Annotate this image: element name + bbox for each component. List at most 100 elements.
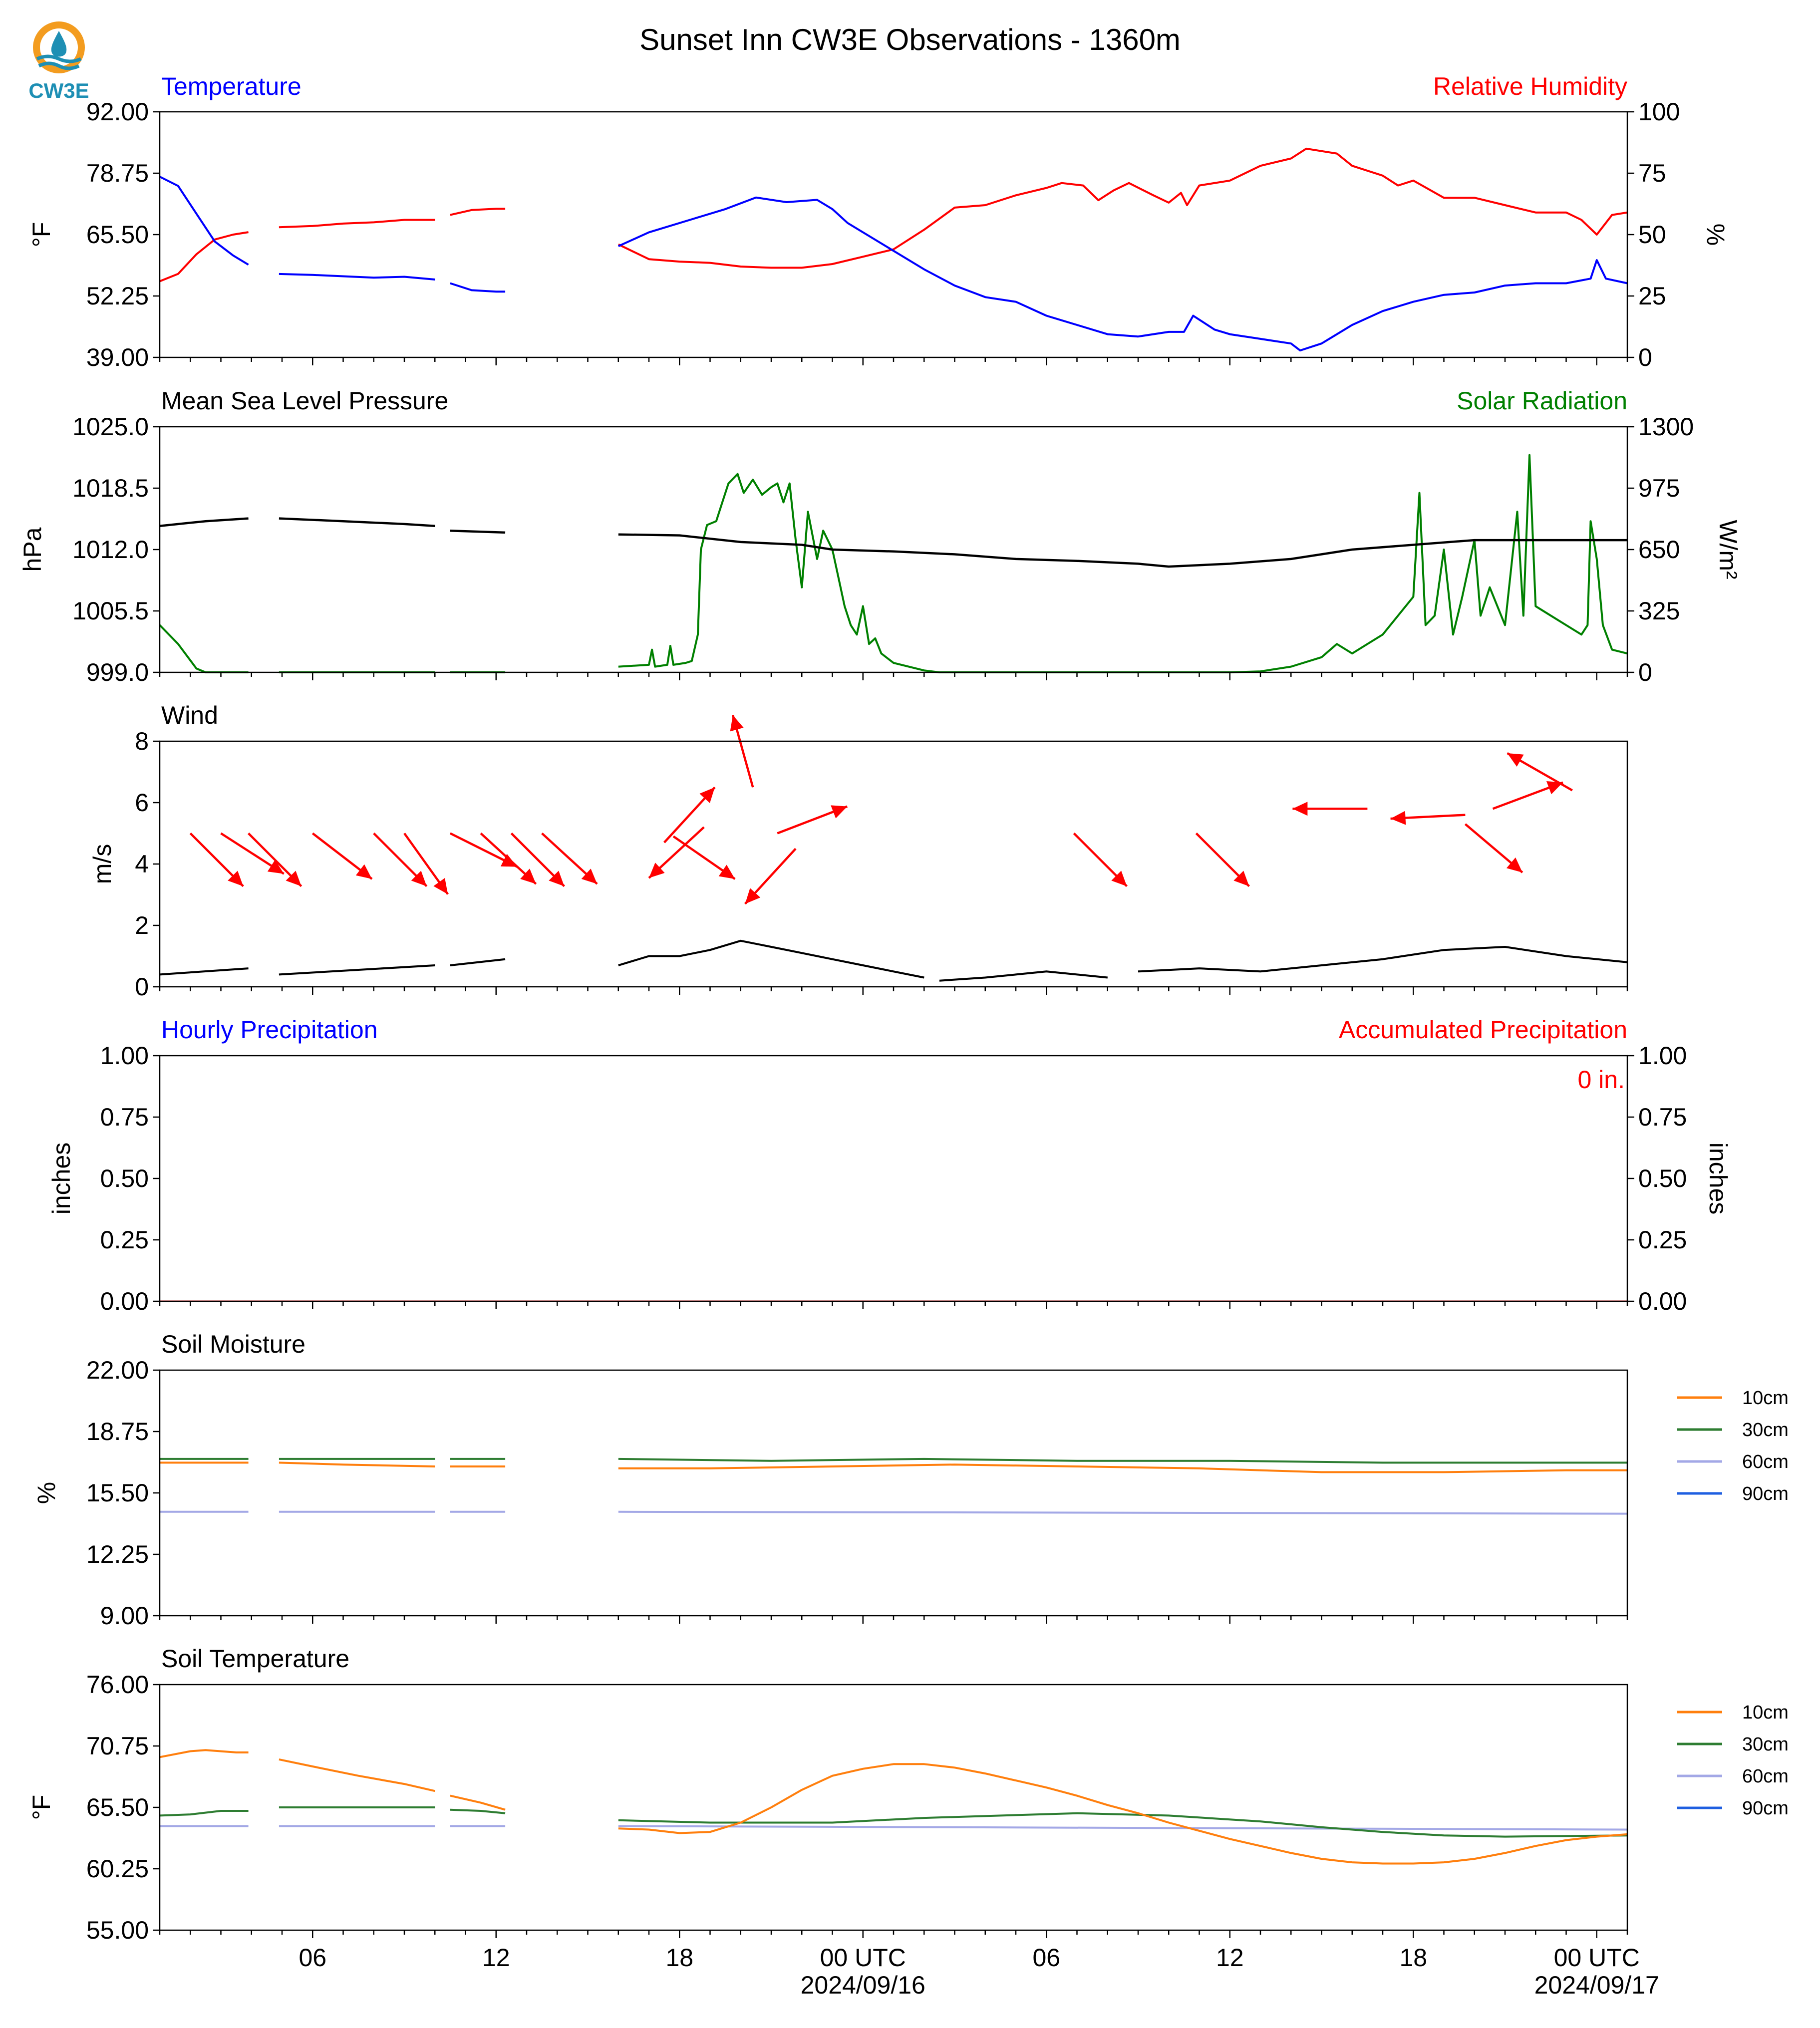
panel-precipitation: Hourly Precipitation Accumulated Precipi… (47, 1016, 1732, 1315)
soil-moisture-10cm-line-segment-1 (279, 1461, 435, 1467)
humidity-title: Relative Humidity (1433, 72, 1627, 100)
soil-moisture-tick-label-0: 22.00 (86, 1356, 149, 1384)
wind-arrow-head-5 (433, 878, 448, 894)
x-tick-label-2: 18 (665, 1944, 693, 1972)
soil-moisture-legend-label-1: 30cm (1742, 1420, 1789, 1441)
soil-temperature-legend-label-3: 90cm (1742, 1798, 1789, 1819)
temperature-tick-label-1: 78.75 (86, 159, 149, 187)
soil-moisture-title: Soil Moisture (161, 1330, 305, 1358)
soil-temperature-30cm-line-segment-2 (450, 1808, 506, 1814)
wind-speed-line-segment-5 (1138, 946, 1628, 973)
temperature-line-segment-3 (617, 196, 1628, 352)
wind-arrow-head-15 (745, 888, 761, 904)
humidity-line-segment-0 (159, 231, 249, 283)
wind-arrow-head-2 (286, 870, 302, 886)
wind-speed-line-segment-4 (939, 970, 1108, 982)
pressure-line-segment-2 (450, 529, 506, 534)
pressure-line-segment-1 (279, 517, 435, 527)
soil-temperature-tick-label-0: 76.00 (86, 1671, 149, 1699)
wind-arrow-head-16 (1111, 870, 1127, 886)
soil-temperature-legend-label-1: 30cm (1742, 1734, 1789, 1755)
solar-tick-label-3: 325 (1638, 597, 1680, 625)
wind-tick-label-0: 8 (135, 727, 149, 755)
wind-arrow-head-7 (520, 869, 536, 884)
pressure-line-segment-0 (159, 517, 249, 527)
soil-moisture-60cm-line-segment-3 (618, 1510, 1628, 1515)
soil-moisture-tick-label-3: 12.25 (86, 1540, 149, 1568)
temperature-tick-label-3: 52.25 (86, 282, 149, 310)
soil-temperature-tick-label-4: 55.00 (86, 1916, 149, 1944)
humidity-tick-label-2: 50 (1638, 221, 1666, 249)
wind-arrow-head-3 (355, 864, 372, 879)
temperature-title: Temperature (161, 72, 302, 100)
hourly-precip-tick-label-1: 0.75 (100, 1103, 149, 1131)
solar-tick-label-1: 975 (1638, 474, 1680, 502)
x-tick-date-7: 2024/09/17 (1534, 1971, 1659, 1999)
panel-soil-moisture: Soil Moisture 22.00 18.75 15.50 12.25 9.00 %… (32, 1330, 1789, 1630)
humidity-tick-label-1: 75 (1638, 159, 1666, 187)
humidity-line-segment-3 (617, 147, 1628, 269)
accum-precip-tick-label-1: 0.75 (1638, 1103, 1687, 1131)
pressure-axis-label: hPa (18, 527, 46, 572)
x-tick-label-6: 18 (1399, 1944, 1427, 1972)
x-tick-label-0: 06 (299, 1944, 326, 1972)
hourly-precip-title: Hourly Precipitation (161, 1016, 378, 1044)
solar-tick-label-4: 0 (1638, 658, 1652, 686)
pressure-line-segment-3 (618, 533, 1627, 568)
x-tick-label-7: 00 UTC (1554, 1944, 1640, 1972)
solar-tick-label-0: 1300 (1638, 413, 1694, 441)
soil-temperature-10cm-line-segment-0 (159, 1749, 249, 1758)
wind-arrow-head-22 (1507, 753, 1524, 767)
humidity-tick-label-0: 100 (1638, 98, 1680, 126)
soil-temperature-title: Soil Temperature (161, 1645, 349, 1673)
soil-moisture-30cm-line-segment-3 (618, 1457, 1627, 1464)
temperature-axis-label: °F (27, 222, 55, 248)
pressure-tick-label-4: 999.0 (86, 658, 149, 686)
wind-arrow-head-13 (730, 715, 744, 732)
logo-text: CW3E (28, 79, 89, 102)
soil-temperature-tick-label-3: 60.25 (86, 1855, 149, 1883)
soil-temperature-60cm-line-segment-3 (618, 1825, 1628, 1831)
wind-speed-line-segment-3 (618, 939, 924, 979)
accum-precip-tick-label-2: 0.50 (1638, 1164, 1687, 1192)
temperature-line-segment-1 (279, 273, 435, 281)
pressure-tick-label-2: 1012.0 (72, 536, 149, 564)
wind-arrow-head-18 (1292, 802, 1308, 816)
soil-temperature-10cm-line-segment-2 (450, 1794, 506, 1811)
wind-arrow-head-20 (1506, 857, 1522, 872)
soil-moisture-legend: 10cm 30cm 60cm 90cm (1677, 1388, 1789, 1504)
soil-temperature-tick-label-2: 65.50 (86, 1793, 149, 1821)
x-tick-label-1: 12 (482, 1944, 510, 1972)
x-tick-date-3: 2024/09/16 (801, 1971, 925, 1999)
accum-precip-tick-label-4: 0.00 (1638, 1287, 1687, 1315)
wind-speed-line-segment-0 (159, 967, 249, 976)
temperature-tick-label-2: 65.50 (86, 221, 149, 249)
wind-arrow-head-10 (699, 787, 715, 803)
humidity-line-segment-1 (279, 219, 435, 229)
soil-moisture-legend-label-2: 60cm (1742, 1451, 1789, 1472)
wind-arrow-head-9 (581, 869, 598, 884)
wind-tick-label-2: 4 (135, 850, 149, 878)
wind-tick-label-4: 0 (135, 973, 149, 1001)
accum-precip-axis-label: inches (1704, 1143, 1732, 1215)
x-tick-label-3: 00 UTC (820, 1944, 906, 1972)
solar-axis-label: W/m² (1714, 520, 1742, 579)
soil-moisture-legend-label-3: 90cm (1742, 1483, 1789, 1504)
solar-title: Solar Radiation (1457, 387, 1627, 415)
accum-precip-tick-label-3: 0.25 (1638, 1226, 1687, 1254)
temperature-tick-label-4: 39.00 (86, 343, 149, 371)
solar-line-segment-3 (618, 454, 1628, 673)
soil-temperature-10cm-line-segment-3 (618, 1763, 1628, 1865)
wind-speed-line-segment-1 (279, 964, 435, 976)
panel-temperature: Temperature Relative Humidity 92.00 78.75… (27, 72, 1730, 371)
humidity-axis-label: % (1702, 224, 1730, 246)
accum-precip-title: Accumulated Precipitation (1339, 1016, 1627, 1044)
page-title: Sunset Inn CW3E Observations - 1360m (639, 23, 1181, 56)
x-tick-label-4: 06 (1032, 1944, 1060, 1972)
soil-moisture-legend-label-0: 10cm (1742, 1388, 1789, 1409)
hourly-precip-tick-label-0: 1.00 (100, 1042, 149, 1070)
wind-arrow-head-8 (549, 870, 565, 886)
temperature-tick-label-0: 92.00 (86, 98, 149, 126)
